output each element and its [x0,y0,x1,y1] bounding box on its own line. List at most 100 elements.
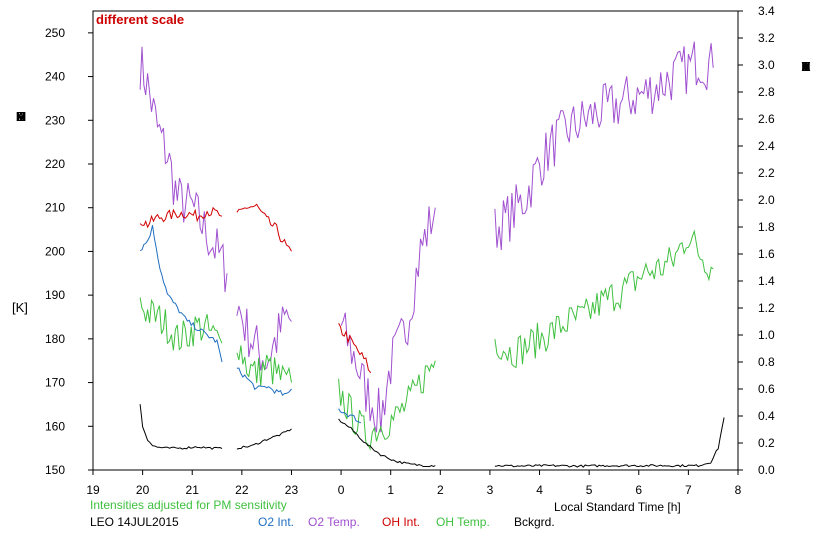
y-right-tick-label: 0.4 [758,409,775,423]
y-axis-left-unit: [K] [12,300,28,315]
y-left-tick-label: 200 [45,244,65,258]
y-left-tick-label: 180 [45,332,65,346]
footnote: Intensities adjusted for PM sensitivity [90,498,287,512]
series-segment [236,345,292,387]
y-axis-right-label-letter: V [801,59,811,74]
y-axis-left-label-letter: P [16,109,26,124]
y-left-tick-label: 230 [45,113,65,127]
series-oh-int [139,203,372,374]
series-segment [338,360,436,451]
x-tick-label: 1 [387,483,394,497]
y-axis-left: 150 160 170 180 190 200 210 220 230 240 250 [45,26,93,477]
plot-frame [92,10,739,471]
series-segment [338,408,362,424]
y-axis-right-label-letter: E [801,59,811,74]
y-axis-right-label-letter: T [802,59,810,74]
y-right-tick-label: 1.2 [758,301,775,315]
y-axis-left-label-letter: U [16,109,26,124]
y-axis-left-label-letter: R [16,109,26,124]
series-segment [494,417,725,468]
y-right-tick-label: 3.2 [758,31,775,45]
y-axis-right-label-letter: Y [801,59,811,74]
y-right-tick-label: 2.6 [758,112,775,126]
y-left-tick-label: 160 [45,419,65,433]
x-tick-label: 4 [536,483,543,497]
y-axis-left-label-letter: E [16,109,26,124]
x-tick-label: 3 [487,483,494,497]
y-axis-right-label-letter: N [801,59,811,74]
x-tick-label: 2 [437,483,444,497]
y-axis-right-label-letter: L [802,59,810,74]
x-tick-label: 7 [685,483,692,497]
y-axis-left-label-letter: R [16,109,26,124]
series-o2-int [139,225,362,424]
y-right-tick-label: 0.6 [758,382,775,396]
y-right-tick-label: 2.8 [758,85,775,99]
x-tick-label: 6 [635,483,642,497]
y-right-tick-label: 1.6 [758,247,775,261]
x-tick-label: 19 [86,483,100,497]
y-axis-right-label-letter: E [801,59,811,74]
y-axis-right-label-letter: I [804,59,808,74]
series-segment [139,404,223,450]
series-segment [236,428,292,450]
y-axis-left-label-letter: E [16,109,26,124]
series-segment [236,203,292,252]
series-segment [139,206,223,229]
y-left-tick-label: 170 [45,376,65,390]
y-left-tick-label: 240 [45,70,65,84]
y-right-tick-label: 3.4 [758,4,775,18]
series-layer [139,41,725,468]
series-segment [236,367,292,396]
x-tick-label: 23 [285,483,299,497]
y-axis-right-label-letter: S [801,59,811,74]
y-axis-right: 0.0 0.2 0.4 0.6 0.8 1.0 1.2 1.4 1.6 1.8 2.0 2.2 2.4 2… [738,4,775,477]
y-axis-right-label-letter: I [804,59,808,74]
station-date: LEO 14JUL2015 [90,515,179,529]
y-axis-left-label-letter: E [16,109,26,124]
y-axis-right-label-letter: T [802,59,810,74]
x-axis: 19 20 21 22 23 0 1 2 3 4 5 6 7 8 [86,470,742,497]
legend-oh-temp: OH Temp. [436,515,490,529]
y-right-tick-label: 0.2 [758,436,775,450]
y-right-tick-label: 2.4 [758,139,775,153]
legend-o2-int: O2 Int. [258,515,295,529]
y-right-tick-label: 2.0 [758,193,775,207]
y-axis-right-label-letter: T [802,59,810,74]
series-o2-temp [139,41,714,433]
y-axis-left-label-letter: A [16,109,26,124]
series-segment [494,41,714,251]
series-segment [338,418,436,468]
series-segment [338,323,372,374]
legend-bckgrd: Bckgrd. [514,515,555,529]
y-axis-left-label-letter: T [17,109,25,124]
series-oh-temp [139,229,714,451]
legend-oh-int: OH Int. [382,515,421,529]
y-left-tick-label: 220 [45,157,65,171]
y-right-tick-label: 1.4 [758,274,775,288]
series-bckgrd [139,404,725,468]
y-right-tick-label: 0.0 [758,463,775,477]
y-axis-left-label-letter: T [17,109,25,124]
series-segment [340,206,436,433]
x-tick-label: 22 [235,483,249,497]
series-segment [494,229,714,369]
y-left-tick-label: 250 [45,26,65,40]
y-axis-right-label-letter: E [801,59,811,74]
y-right-tick-label: 2.2 [758,166,775,180]
x-tick-label: 0 [338,483,345,497]
y-left-tick-label: 190 [45,288,65,302]
y-right-tick-label: 0.8 [758,355,775,369]
x-tick-label: 8 [735,483,742,497]
y-axis-right-label-letter: I [804,59,808,74]
series-segment [139,297,223,351]
legend-o2-temp: O2 Temp. [308,515,360,529]
x-tick-label: 5 [586,483,593,497]
x-tick-label: 20 [136,483,150,497]
series-segment [139,225,223,363]
y-axis-right-label-letter: R [801,59,811,74]
y-left-tick-label: 210 [45,201,65,215]
y-right-tick-label: 3.0 [758,58,775,72]
series-segment [139,46,228,293]
